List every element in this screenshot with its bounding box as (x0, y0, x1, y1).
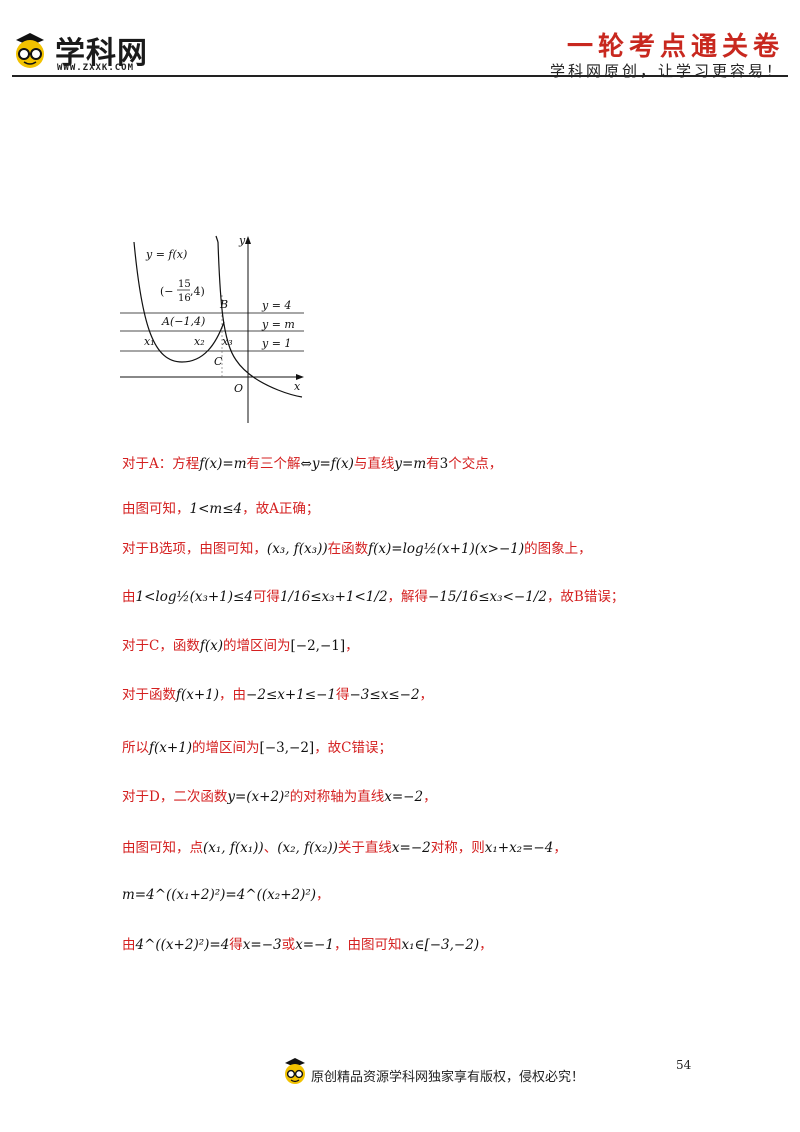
point-a-label: A(−1,4) (161, 315, 205, 328)
function-graph: y x O y = f(x) (− 15 16 ,4) B A(−1,4) C … (118, 232, 308, 424)
origin-label: O (234, 382, 243, 395)
footer-copyright: 原创精品资源学科网独家享有版权，侵权必究！ (311, 1070, 585, 1085)
y-axis-arrow (245, 236, 251, 244)
parabola-curve (133, 241, 225, 363)
point-label-num: 15 (178, 279, 191, 290)
solution-line-2: 由图可知，1<m≤4，故A正确； (122, 501, 320, 517)
tail-curve (215, 235, 219, 243)
solution-line-4: 由1<log½(x₃+1)≤4可得1/16≤x₃+1<1/2，解得−15/16≤… (122, 589, 625, 605)
logo-url: WWW.ZXXK.COM (57, 63, 135, 73)
slogan: 学科网原创，让学习更容易！ (549, 62, 784, 80)
solution-line-10: m=4^((x₁+2)²)=4^((x₂+2)²)， (122, 887, 330, 903)
series-title: 一轮考点通关卷 (566, 32, 784, 62)
line-y1-label: y = 1 (261, 337, 291, 350)
page-number: 54 (676, 1058, 692, 1072)
point-b-label: B (219, 298, 228, 311)
solution-line-9: 由图可知，点(x₁, f(x₁))、(x₂, f(x₂))关于直线x=−2对称，… (122, 840, 567, 856)
point-c-label: C (214, 355, 223, 368)
line-ym-label: y = m (261, 318, 295, 331)
header-rule (12, 75, 788, 77)
line-y4-label: y = 4 (261, 299, 291, 312)
solution-line-7: 所以f(x+1)的增区间为[−3,−2]，故C错误； (122, 740, 393, 756)
solution-line-6: 对于函数f(x+1)，由−2≤x+1≤−1得−3≤x≤−2， (122, 687, 434, 703)
solution-line-8: 对于D，二次函数y=(x+2)²的对称轴为直线x=−2， (122, 789, 437, 805)
point-label-den: 16 (178, 293, 191, 304)
x-axis-arrow (296, 374, 304, 380)
solution-line-3: 对于B选项，由图可知，(x₃, f(x₃))在函数f(x)=log½(x+1)(… (122, 541, 592, 557)
x2-label: x₂ (194, 335, 205, 348)
function-label: y = f(x) (145, 248, 187, 261)
solution-line-5: 对于C，函数f(x)的增区间为[−2,−1]， (122, 638, 359, 654)
x3-label: x₃ (222, 335, 233, 348)
point-label-suffix: ,4) (190, 285, 205, 298)
solution-line-11: 由4^((x+2)²)=4得x=−3或x=−1，由图可知x₁∈[−3,−2)， (122, 937, 493, 953)
solution-line-1: 对于A：方程f(x)=m有三个解⇔y=f(x)与直线y=m有3个交点， (122, 456, 503, 472)
steep-curve (217, 241, 303, 398)
x-axis-label: x (294, 380, 301, 393)
x1-label: x₁ (144, 335, 155, 348)
logo-face-icon (10, 30, 50, 70)
point-label-prefix: (− (160, 285, 174, 298)
footer-face-icon (282, 1055, 308, 1085)
y-axis-label: y (238, 234, 246, 247)
logo-text: 学科网 (55, 36, 148, 71)
